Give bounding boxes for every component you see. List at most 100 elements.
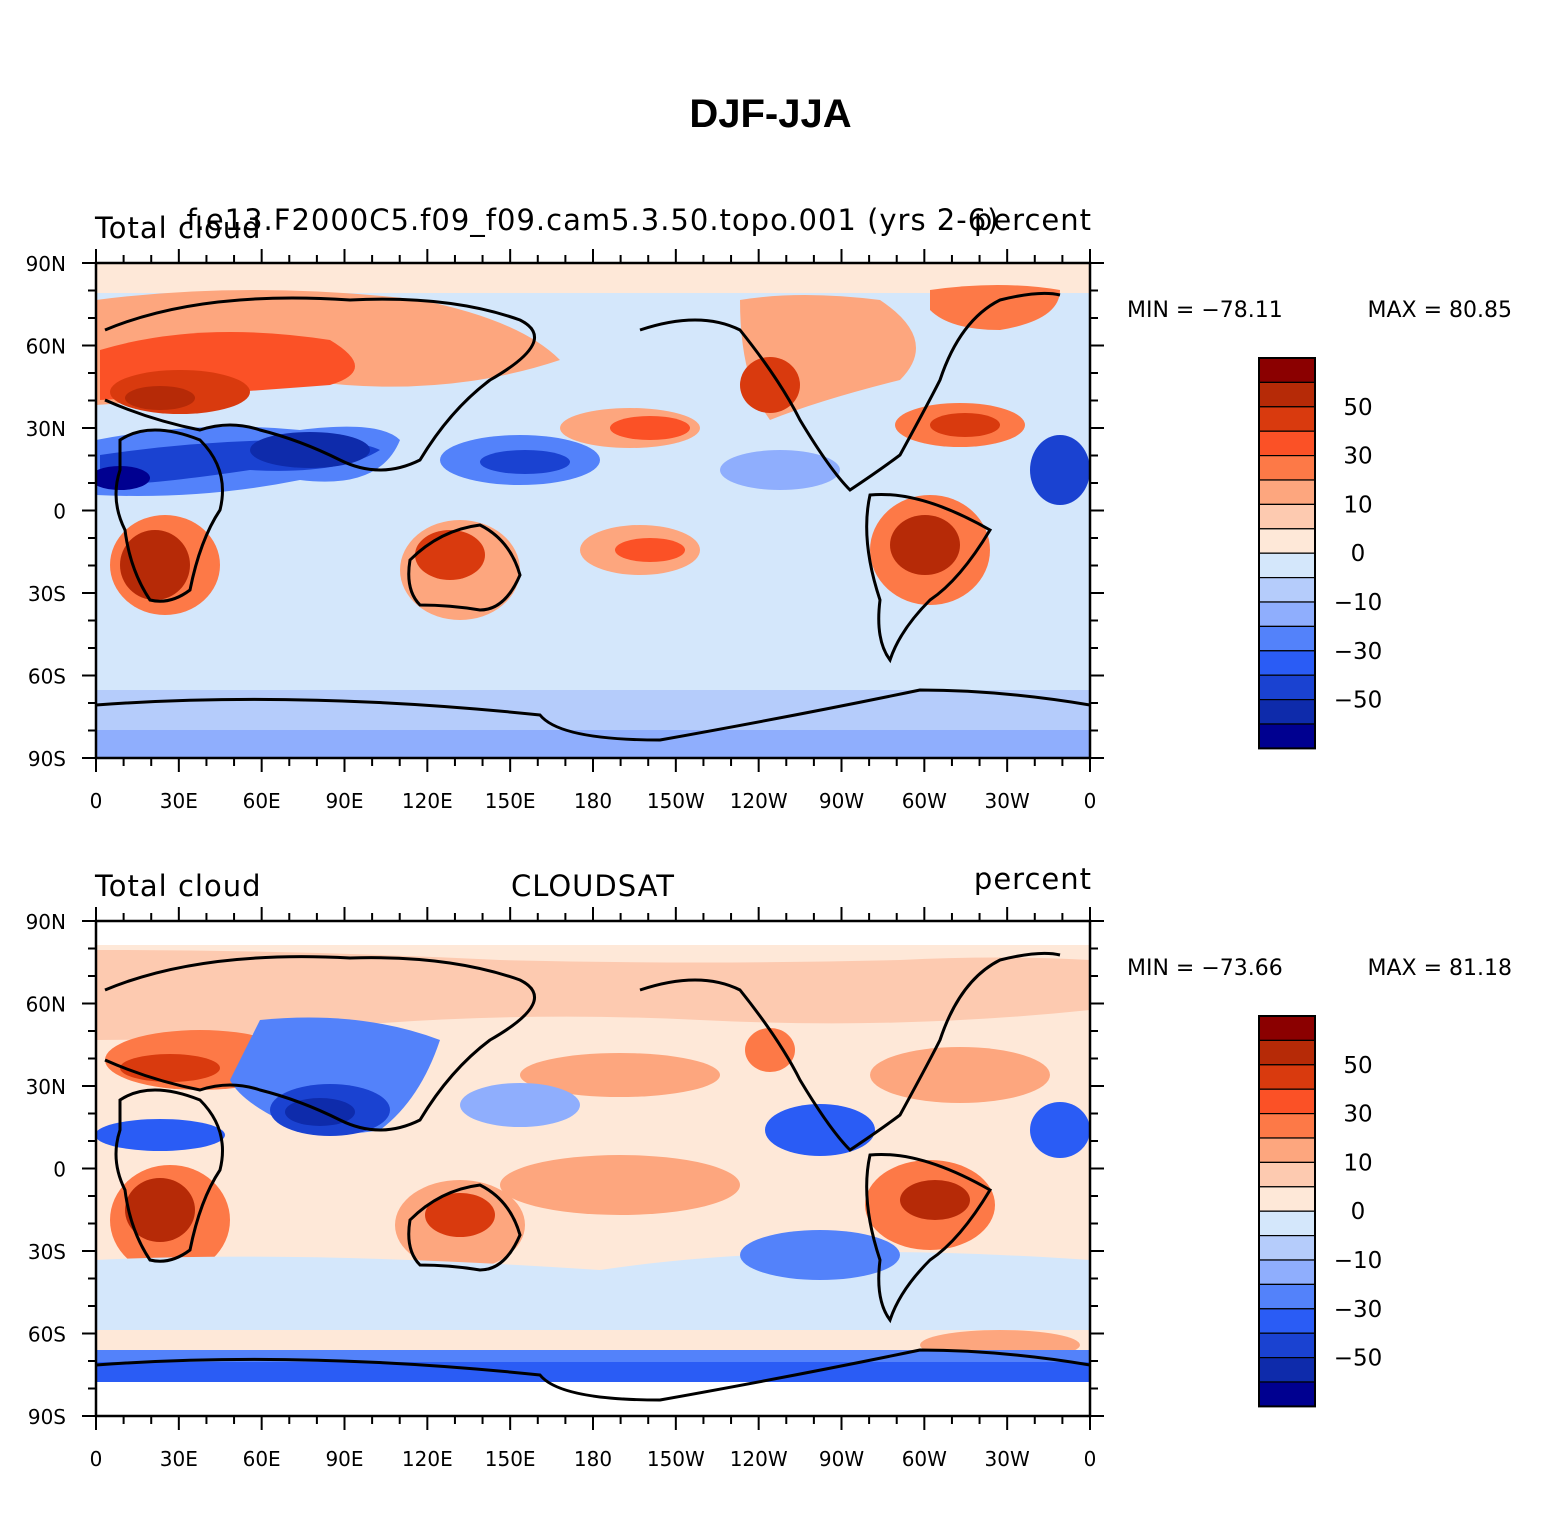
y-tick-label: 30S — [28, 582, 66, 606]
x-tick-label: 90E — [325, 1447, 363, 1471]
colorbar-swatch — [1258, 552, 1316, 579]
y-tick-label: 60S — [28, 665, 66, 689]
x-axis-labels: 0 30E 60E 90E 120E 150E 180 150W 120W 90W 60W 30W 0 — [90, 789, 1097, 813]
colorbar-swatch — [1258, 698, 1316, 725]
colorbar-label: 0 — [1351, 541, 1366, 567]
x-tick-label: 60W — [902, 1447, 947, 1471]
colorbar-swatch — [1258, 1039, 1316, 1066]
colorbar-swatch — [1258, 1356, 1316, 1383]
colorbar-swatch — [1258, 1259, 1316, 1285]
colorbar-swatch — [1258, 479, 1316, 505]
colorbar-swatch — [1258, 1332, 1316, 1359]
x-tick-label: 60E — [243, 1447, 281, 1471]
colorbar-swatch — [1258, 1234, 1316, 1261]
x-tick-label: 60W — [902, 789, 947, 813]
colorbar-swatch — [1258, 1381, 1316, 1407]
x-tick-label: 30W — [985, 789, 1030, 813]
colorbar-label: 30 — [1343, 444, 1372, 470]
min-value: MIN = −73.66 — [1127, 956, 1283, 981]
coastline-overlay — [96, 951, 1090, 1402]
coastline-overlay — [96, 291, 1090, 742]
colorbar-swatch — [1258, 430, 1316, 457]
x-tick-label: 0 — [1084, 789, 1097, 813]
colorbar-swatch — [1258, 1064, 1316, 1090]
y-tick-label: 60N — [26, 993, 66, 1017]
x-tick-label: 150E — [485, 789, 536, 813]
x-tick-label: 30E — [160, 789, 198, 813]
colorbar-label: −30 — [1334, 1297, 1383, 1323]
y-tick-label: 30N — [26, 1075, 66, 1099]
colorbar-label: −50 — [1334, 688, 1383, 714]
colorbar-label: −10 — [1334, 1248, 1383, 1274]
map-panel-model: Total cloud f.e13.F2000C5.f09_f09.cam5.3… — [26, 203, 1512, 813]
x-tick-label: 90W — [819, 789, 864, 813]
colorbar-swatch — [1258, 601, 1316, 627]
x-tick-label: 180 — [574, 1447, 612, 1471]
colorbar-swatch — [1258, 723, 1316, 749]
colorbar-label: −50 — [1334, 1346, 1383, 1372]
colorbar-swatch — [1258, 1137, 1316, 1163]
y-tick-label: 30N — [26, 417, 66, 441]
axis-ticks — [82, 249, 1104, 772]
colorbar-swatch — [1258, 1161, 1316, 1188]
x-axis-labels: 0 30E 60E 90E 120E 150E 180 150W 120W 90W 60W 30W 0 — [90, 1447, 1097, 1471]
colorbar-swatch — [1258, 503, 1316, 530]
max-value: MAX = 80.85 — [1367, 298, 1512, 323]
panel-left-title: Total cloud — [94, 211, 261, 245]
colorbar-swatch — [1258, 576, 1316, 603]
map-panel-observed: Total cloud CLOUDSAT percent — [26, 862, 1512, 1471]
x-tick-label: 150W — [647, 1447, 705, 1471]
x-tick-label: 120W — [730, 1447, 788, 1471]
contour-field — [96, 263, 1090, 758]
x-tick-label: 0 — [1084, 1447, 1097, 1471]
colorbar-label: −10 — [1334, 590, 1383, 616]
y-tick-label: 0 — [53, 500, 66, 524]
colorbar-swatch — [1258, 650, 1316, 676]
y-tick-label: 30S — [28, 1240, 66, 1264]
colorbar-swatch — [1258, 674, 1316, 701]
max-value: MAX = 81.18 — [1367, 956, 1512, 981]
axis-ticks — [82, 907, 1104, 1430]
figure-title: DJF-JJA — [689, 92, 852, 136]
y-tick-label: 60S — [28, 1323, 66, 1347]
colorbar-swatch — [1258, 1088, 1316, 1115]
colorbar: 50 30 10 0 −10 −30 −50 — [1258, 1015, 1383, 1408]
colorbar-label: −30 — [1334, 639, 1383, 665]
panel-right-title: percent — [974, 203, 1092, 237]
colorbar-label: 50 — [1343, 395, 1372, 421]
contour-field — [96, 945, 1090, 1382]
x-tick-label: 90W — [819, 1447, 864, 1471]
colorbar-swatch — [1258, 1015, 1316, 1041]
colorbar-swatch — [1258, 625, 1316, 652]
colorbar-swatch — [1258, 1283, 1316, 1310]
x-tick-label: 30W — [985, 1447, 1030, 1471]
colorbar-swatch — [1258, 1210, 1316, 1237]
y-tick-label: 90S — [28, 747, 66, 771]
x-tick-label: 90E — [325, 789, 363, 813]
x-tick-label: 120E — [402, 1447, 453, 1471]
x-tick-label: 180 — [574, 789, 612, 813]
y-tick-label: 60N — [26, 335, 66, 359]
x-tick-label: 150W — [647, 789, 705, 813]
x-tick-label: 120E — [402, 789, 453, 813]
x-tick-label: 30E — [160, 1447, 198, 1471]
colorbar-label: 10 — [1343, 1150, 1372, 1176]
colorbar-swatch — [1258, 1308, 1316, 1334]
colorbar-swatch — [1258, 1186, 1316, 1212]
colorbar-swatch — [1258, 357, 1316, 383]
y-axis-labels: 90N 60N 30N 0 30S 60S 90S — [26, 910, 66, 1429]
x-tick-label: 60E — [243, 789, 281, 813]
x-tick-label: 120W — [730, 789, 788, 813]
min-value: MIN = −78.11 — [1127, 298, 1283, 323]
colorbar: 50 30 10 0 −10 −30 −50 — [1258, 357, 1383, 750]
y-tick-label: 90S — [28, 1405, 66, 1429]
panel-center-title: f.e13.F2000C5.f09_f09.cam5.3.50.topo.001… — [187, 203, 1000, 237]
colorbar-label: 50 — [1343, 1053, 1372, 1079]
x-tick-label: 0 — [90, 789, 103, 813]
colorbar-label: 10 — [1343, 492, 1372, 518]
colorbar-swatch — [1258, 528, 1316, 554]
colorbar-swatch — [1258, 406, 1316, 432]
panel-left-title: Total cloud — [94, 869, 261, 903]
y-tick-label: 90N — [26, 910, 66, 934]
